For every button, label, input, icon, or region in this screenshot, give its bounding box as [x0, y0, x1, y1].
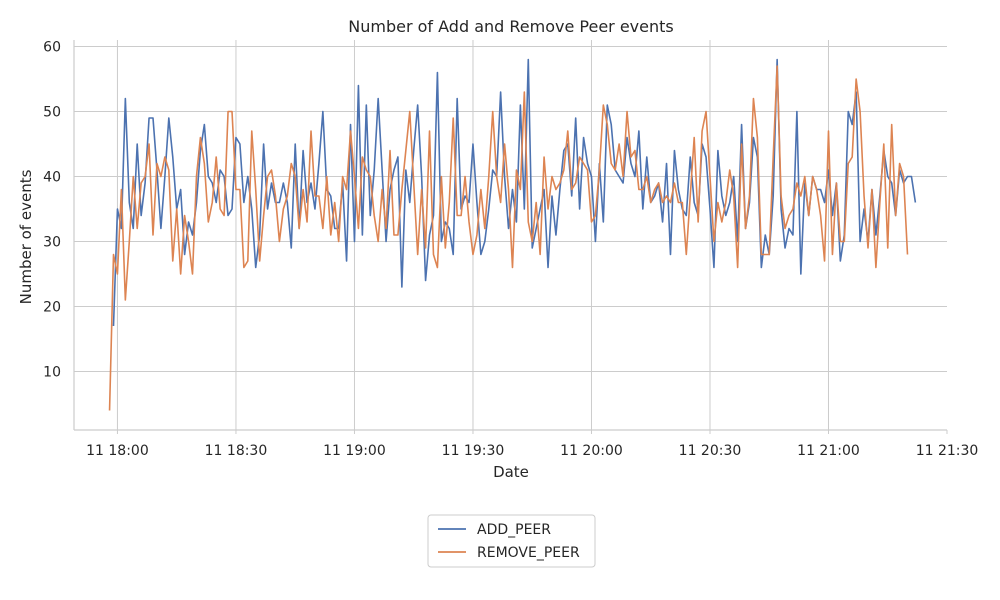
- y-tick-label: 10: [43, 365, 61, 381]
- x-tick-label: 11 20:00: [560, 443, 623, 459]
- legend-box: [427, 514, 596, 568]
- series-line-remove-peer: [108, 65, 909, 411]
- x-axis-label: Date: [493, 463, 529, 481]
- y-tick-label: 20: [43, 300, 61, 316]
- x-tick-label: 11 18:00: [86, 443, 149, 459]
- x-tick-label: 11 20:30: [679, 443, 742, 459]
- series-lines: [108, 58, 917, 411]
- y-tick-label: 40: [43, 170, 61, 186]
- y-tick-labels: 10 20 30 40 50 60: [43, 40, 61, 381]
- x-tick-label: 11 21:00: [797, 443, 860, 459]
- y-tick-label: 50: [43, 105, 61, 121]
- y-axis-label: Number of events: [17, 169, 35, 304]
- x-tick-labels: 11 18:00 11 18:30 11 19:00 11 19:30 11 20:00…: [86, 443, 978, 459]
- axes: [73, 40, 947, 431]
- legend-label: REMOVE_PEER: [477, 545, 580, 561]
- y-tick-label: 30: [43, 235, 61, 251]
- x-tick-label: 11 21:30: [916, 443, 979, 459]
- legend: ADD_PEER REMOVE_PEER: [427, 514, 596, 568]
- grid-lines: [74, 40, 948, 434]
- legend-label: ADD_PEER: [477, 522, 551, 538]
- x-tick-label: 11 18:30: [205, 443, 268, 459]
- y-tick-label: 60: [43, 40, 61, 56]
- x-tick-label: 11 19:00: [323, 443, 386, 459]
- chart-title: Number of Add and Remove Peer events: [348, 17, 673, 36]
- x-tick-label: 11 19:30: [442, 443, 505, 459]
